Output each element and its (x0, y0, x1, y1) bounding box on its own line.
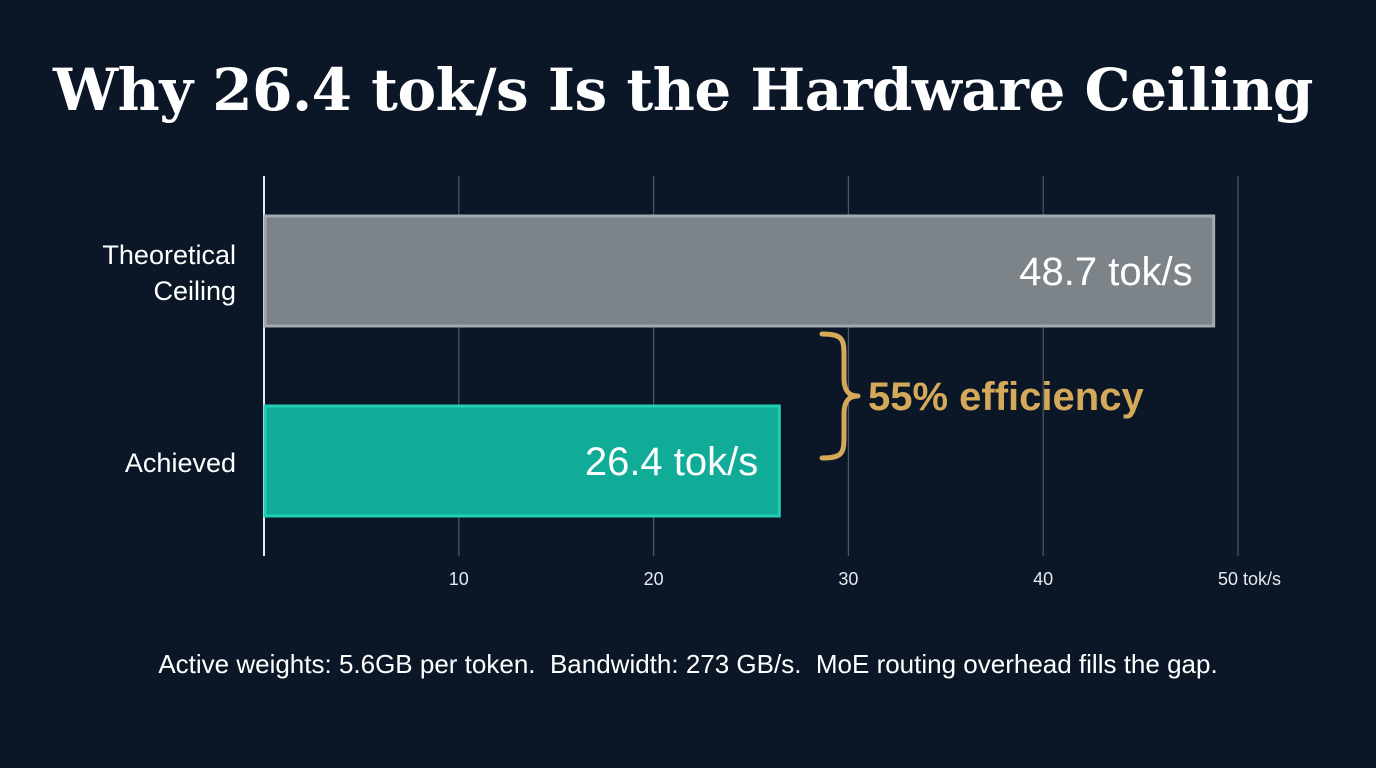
category-label: Achieved (125, 448, 236, 478)
x-tick-label: 20 (644, 569, 664, 589)
category-label: Theoretical (102, 240, 236, 270)
bar-value-label: 26.4 tok/s (585, 440, 758, 484)
brace-annotation (819, 331, 861, 461)
x-tick-label: 40 (1033, 569, 1053, 589)
bar-value-label: 48.7 tok/s (1019, 250, 1192, 294)
x-tick-label: 30 (838, 569, 858, 589)
bar-achieved (263, 404, 781, 518)
efficiency-annotation-label: 55% efficiency (868, 375, 1144, 419)
category-label: Ceiling (153, 276, 236, 306)
x-tick-label: 50 tok/s (1218, 569, 1281, 589)
chart-title: Why 26.4 tok/s Is the Hardware Ceiling (53, 56, 1313, 124)
bar-theoretical-ceiling (263, 214, 1216, 328)
x-tick-label: 10 (449, 569, 469, 589)
footnote: Active weights: 5.6GB per token. Bandwid… (158, 649, 1218, 679)
